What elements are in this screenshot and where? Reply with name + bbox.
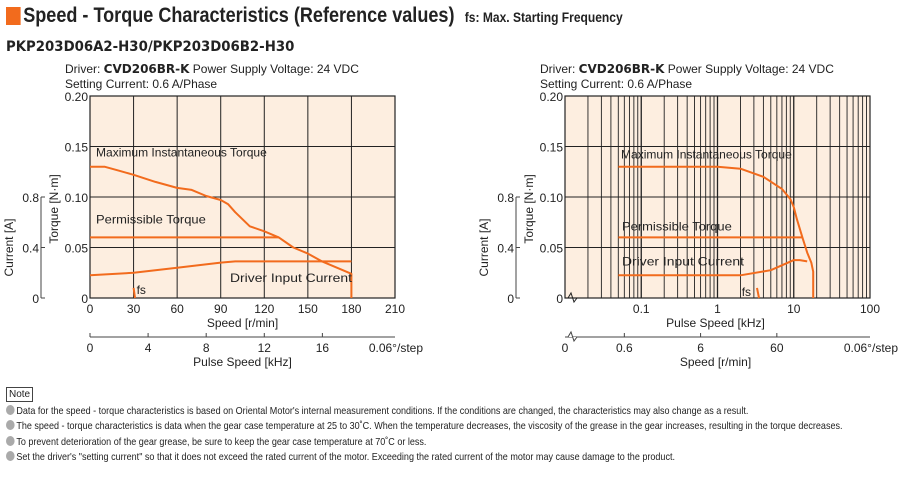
series-line-fs	[132, 287, 136, 299]
speed-torque-chart-log: Driver: CVD206BR-K Power Supply Voltage:…	[477, 62, 898, 369]
secondary-x-tick-label: 0	[562, 341, 569, 355]
x-axis-label: Pulse Speed [kHz]	[666, 316, 765, 330]
series-line-maximum-instantaneous-torque	[618, 165, 815, 298]
secondary-x-tick-label: 12	[258, 341, 272, 355]
fs-label: fs	[137, 283, 146, 297]
current-tick-label: 0.4	[22, 242, 39, 256]
bullet-icon	[6, 435, 15, 446]
y-tick-label: 0.05	[65, 242, 89, 256]
secondary-x-tick-label: 8	[203, 341, 210, 355]
x-tick-label: 0.1	[633, 302, 650, 316]
y-tick-label: 0.15	[65, 141, 89, 155]
fs-label: fs	[742, 285, 751, 299]
subtitle: fs: Max. Starting Frequency	[464, 9, 623, 25]
series-label: Maximum Instantaneous Torque	[96, 146, 267, 160]
y-tick-label: 0.15	[540, 141, 564, 155]
secondary-x-tick-label: 60	[770, 341, 784, 355]
note-text: Set the driver's "setting current" so th…	[16, 451, 675, 464]
bullet-icon	[6, 420, 15, 431]
current-tick-label: 0.8	[22, 191, 39, 205]
y-tick-label: 0.20	[65, 90, 89, 104]
x-tick-label: 30	[127, 302, 141, 316]
current-tick-label: 0.8	[497, 191, 514, 205]
current-tick-label: 0	[32, 292, 39, 306]
speed-torque-chart-linear: Driver: CVD206BR-K Power Supply Voltage:…	[2, 62, 423, 369]
x-tick-label: 10	[787, 302, 801, 316]
note-text: Data for the speed - torque characterist…	[16, 405, 749, 417]
setting-current: Setting Current: 0.6 A/Phase	[540, 77, 692, 91]
x-tick-label: 100	[860, 302, 880, 316]
step-angle-label: 0.06°/step	[844, 341, 898, 355]
model-name: PKP203D06A2-H30/PKP203D06B2-H30	[6, 39, 295, 55]
series-line-driver-input-current	[89, 260, 352, 277]
current-tick-label: 0.4	[497, 242, 514, 256]
note-text: To prevent deterioration of the gear gre…	[16, 435, 427, 448]
note-item: The speed - torque characteristics is da…	[6, 419, 843, 434]
note-label: Note	[6, 387, 34, 402]
note-text: The speed - torque characteristics is da…	[16, 420, 843, 433]
setting-current: Setting Current: 0.6 A/Phase	[65, 77, 217, 91]
axis-break-icon	[565, 291, 580, 304]
y-tick-label: 0.20	[540, 90, 564, 104]
series-label: Maximum Instantaneous Torque	[621, 148, 792, 162]
secondary-x-tick-label: 4	[145, 341, 152, 355]
x-tick-label: 150	[298, 302, 318, 316]
title-marker-icon	[6, 7, 21, 25]
y-tick-label: 0.05	[540, 242, 564, 256]
x-axis-label: Speed [r/min]	[207, 316, 278, 330]
notes-list: Data for the speed - torque characterist…	[6, 404, 843, 466]
y-axis-label: Torque [N·m]	[47, 174, 61, 243]
secondary-x-tick-label: 16	[316, 341, 330, 355]
y-axis-label: Torque [N·m]	[522, 174, 536, 243]
y-tick-label: 0.10	[540, 191, 564, 205]
secondary-x-tick-label: 0.6	[616, 341, 633, 355]
series-label: Driver Input Current	[230, 271, 353, 285]
y-tick-label: 0.10	[65, 191, 89, 205]
series-line-fs	[756, 287, 760, 299]
x-tick-label: 1	[714, 302, 721, 316]
series-label: Driver Input Current	[622, 255, 745, 269]
x-tick-label: 0	[87, 302, 94, 316]
title-text: Speed - Torque Characteristics (Referenc…	[23, 4, 455, 27]
series-label: Permissible Torque	[96, 212, 206, 226]
current-axis-label: Current [A]	[477, 218, 491, 276]
step-angle-label: 0.06°/step	[369, 341, 423, 355]
x-tick-label: 60	[170, 302, 184, 316]
series-line-maximum-instantaneous-torque	[90, 165, 353, 298]
y-tick-label: 0	[556, 292, 563, 306]
y-tick-label: 0	[81, 292, 88, 306]
x-tick-label: 120	[254, 302, 274, 316]
page-title: Speed - Torque Characteristics (Referenc…	[6, 4, 623, 28]
x-tick-label: 210	[385, 302, 405, 316]
secondary-x-tick-label: 0	[87, 341, 94, 355]
series-line-driver-input-current	[618, 259, 808, 277]
secondary-x-tick-label: 6	[697, 341, 704, 355]
axis-break-icon	[565, 330, 580, 343]
series-label: Permissible Torque	[622, 219, 732, 233]
note-item: To prevent deterioration of the gear gre…	[6, 435, 843, 450]
bullet-icon	[6, 405, 15, 415]
current-axis-label: Current [A]	[2, 218, 16, 276]
current-tick-label: 0	[507, 292, 514, 306]
bullet-icon	[6, 451, 15, 462]
driver-conditions: Driver: CVD206BR-K Power Supply Voltage:…	[65, 62, 359, 76]
note-item: Set the driver's "setting current" so th…	[6, 450, 843, 465]
driver-conditions: Driver: CVD206BR-K Power Supply Voltage:…	[540, 62, 834, 76]
x-tick-label: 180	[341, 302, 361, 316]
secondary-x-axis-label: Speed [r/min]	[680, 355, 751, 369]
x-tick-label: 90	[214, 302, 228, 316]
note-item: Data for the speed - torque characterist…	[6, 404, 843, 419]
secondary-x-axis-label: Pulse Speed [kHz]	[193, 355, 292, 369]
